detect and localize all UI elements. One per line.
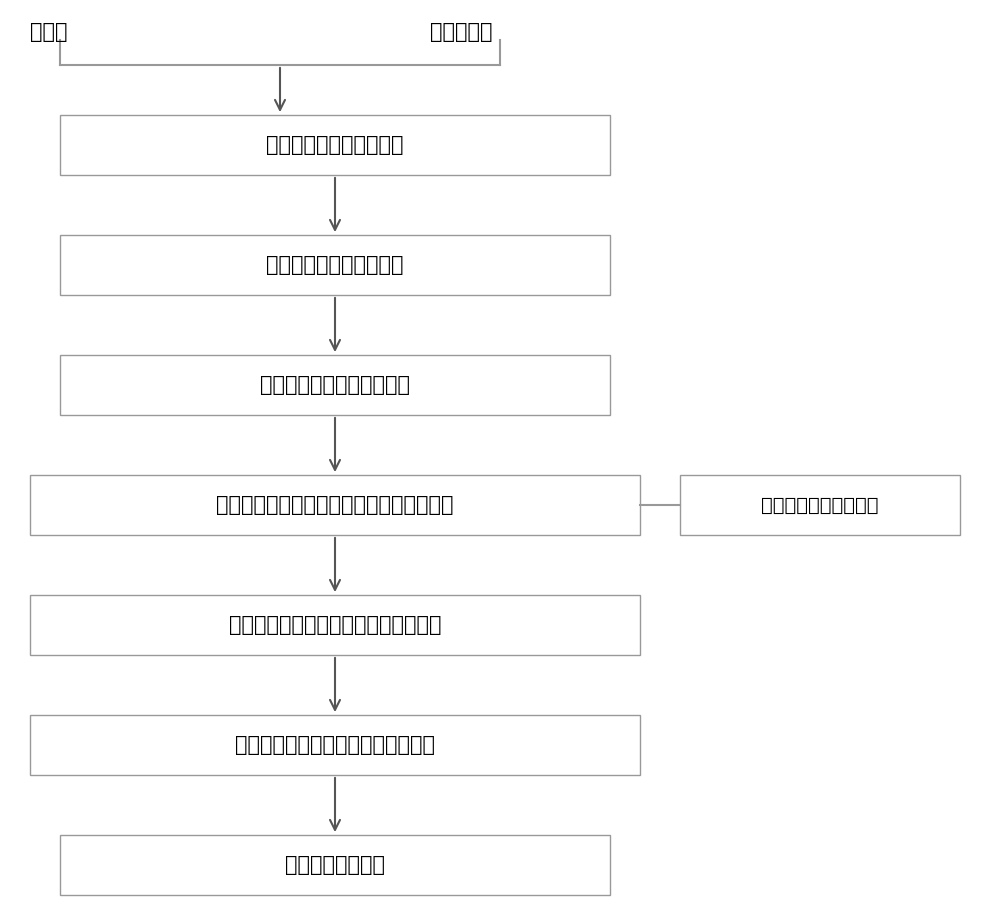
Bar — [60, 115, 610, 175]
Bar — [60, 355, 610, 415]
Bar — [60, 235, 610, 295]
Bar — [30, 475, 640, 535]
Text: 进行路段平均速度的融合: 进行路段平均速度的融合 — [266, 255, 404, 275]
Text: 计算下一个周期的路段平均速度预测値: 计算下一个周期的路段平均速度预测値 — [229, 615, 441, 635]
Bar — [680, 475, 960, 535]
Text: 计算下一个周期的路段交通拥堵指数: 计算下一个周期的路段交通拥堵指数 — [235, 735, 435, 755]
Text: 路段平均速度历史数据: 路段平均速度历史数据 — [761, 495, 879, 514]
Text: 交通运行分级预警: 交通运行分级预警 — [285, 855, 385, 875]
Bar — [30, 715, 640, 775]
Text: 获取原始的路段平均速度: 获取原始的路段平均速度 — [266, 135, 404, 155]
Text: 基于时间序列预测下一个周期路段平均速度: 基于时间序列预测下一个周期路段平均速度 — [216, 495, 454, 515]
Text: 浮动车: 浮动车 — [30, 22, 68, 42]
Bar — [30, 595, 640, 655]
Text: 按照时间序列排序储存数据: 按照时间序列排序储存数据 — [260, 375, 410, 395]
Text: 微波检测器: 微波检测器 — [430, 22, 492, 42]
Bar — [60, 835, 610, 895]
